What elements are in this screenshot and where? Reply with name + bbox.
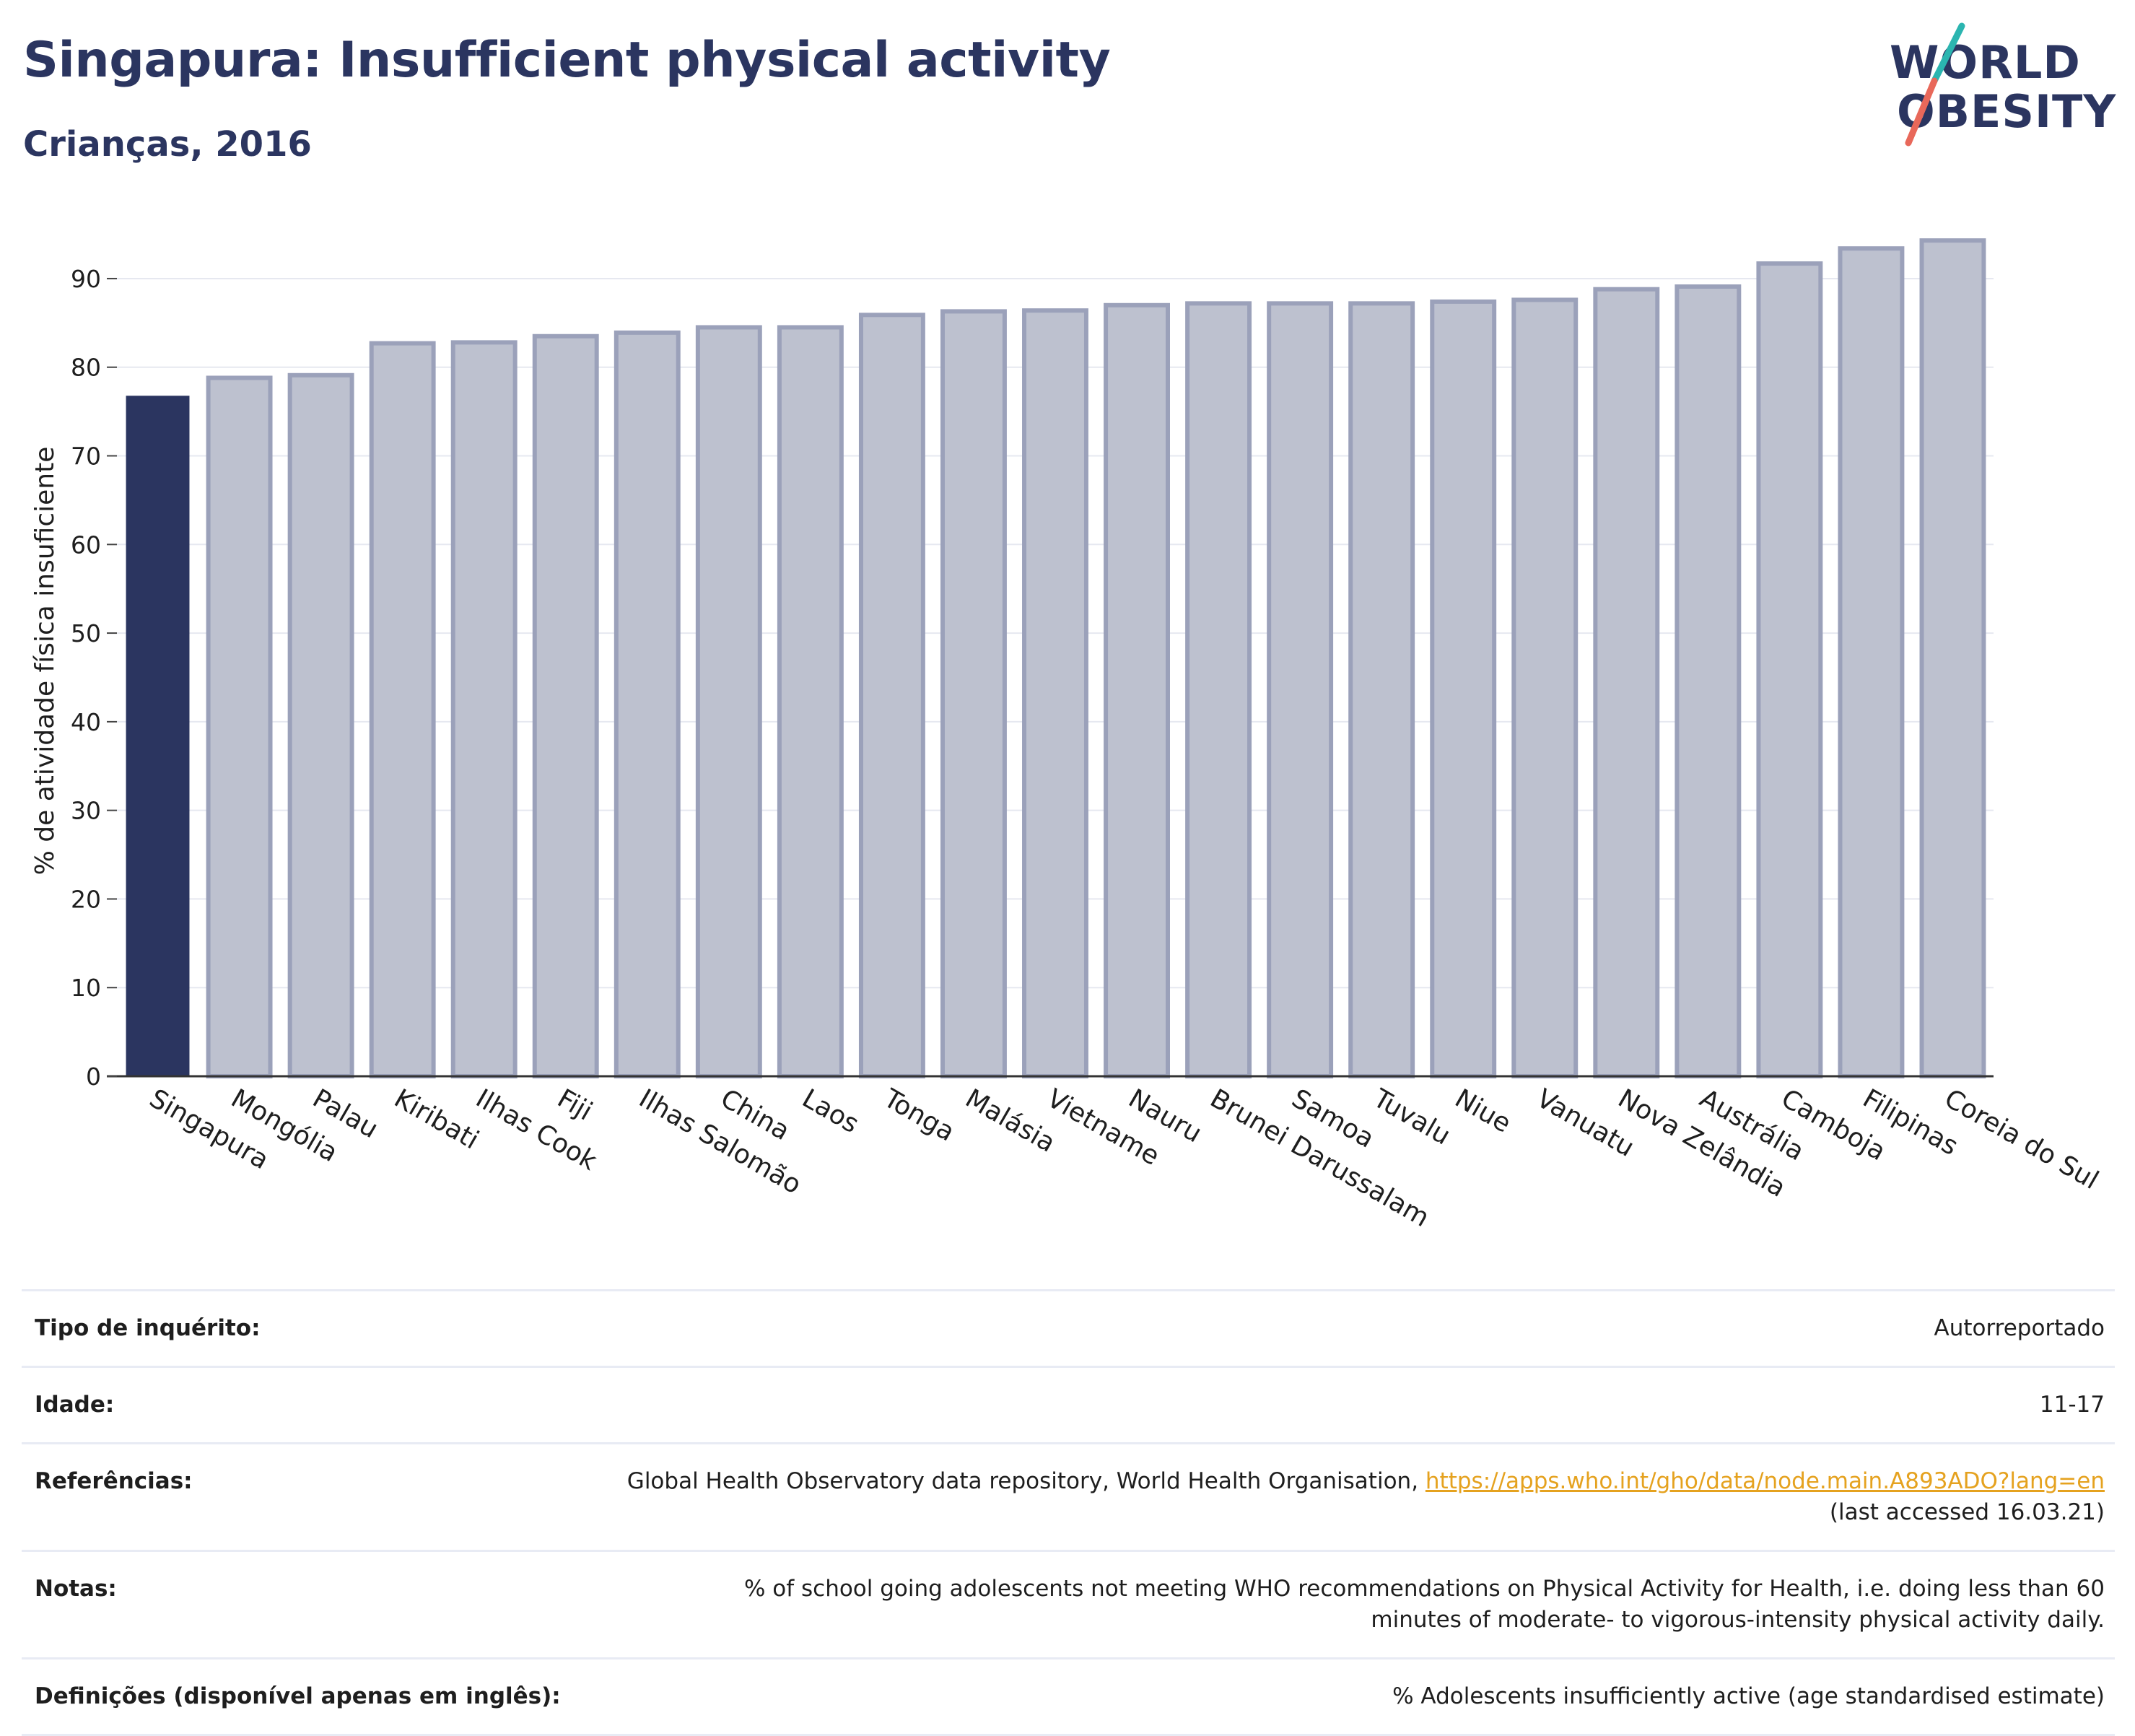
meta-row-age: Idade: 11-17 — [22, 1366, 2115, 1442]
logo-line-1: WORLD — [1890, 36, 2081, 89]
bar[interactable] — [858, 313, 925, 1079]
meta-value: 11-17 — [2039, 1392, 2105, 1418]
bar[interactable] — [1430, 299, 1497, 1078]
logo-slash-icon — [1905, 22, 1965, 147]
y-tick-label: 80 — [71, 354, 101, 382]
y-tick-label: 60 — [71, 531, 101, 559]
meta-row-references: Referências: Global Health Observatory d… — [22, 1442, 2115, 1550]
bar[interactable] — [206, 375, 273, 1078]
meta-label: Referências: — [35, 1468, 193, 1494]
meta-label: Definições (disponível apenas em inglês)… — [35, 1683, 561, 1709]
bar[interactable] — [287, 372, 354, 1078]
meta-row-notes: Notas: % of school going adolescents not… — [22, 1550, 2115, 1657]
y-tick-label: 90 — [71, 265, 101, 293]
metadata-table: Tipo de inquérito: Autorreportado Idade:… — [22, 1289, 2115, 1736]
meta-row-survey-type: Tipo de inquérito: Autorreportado — [22, 1289, 2115, 1366]
chart-subtitle: Crianças, 2016 — [23, 124, 312, 165]
meta-value: Autorreportado — [1934, 1315, 2105, 1341]
bar[interactable] — [1675, 284, 1742, 1078]
y-axis-ticks: 0 10 20 30 40 50 60 70 80 90 — [71, 265, 117, 1091]
y-tick-label: 70 — [71, 442, 101, 471]
bars — [126, 238, 1986, 1079]
bar[interactable] — [777, 325, 844, 1078]
y-tick-label: 40 — [71, 708, 101, 736]
bar[interactable] — [1511, 297, 1579, 1078]
chart-title: Singapura: Insufficient physical activit… — [23, 32, 1111, 89]
bar[interactable] — [1022, 308, 1088, 1078]
bar[interactable] — [1185, 301, 1252, 1078]
reference-accessed: (last accessed 16.03.21) — [1829, 1499, 2105, 1525]
bar-chart: 0 10 20 30 40 50 60 70 80 90 SingapuraMongóliaPal… — [30, 238, 2103, 1233]
meta-label: Tipo de inquérito: — [35, 1315, 261, 1341]
y-axis-label: % de atividade física insuficiente — [30, 447, 60, 876]
bar[interactable] — [1348, 301, 1415, 1078]
x-tick-label: Tuvalu — [1368, 1083, 1455, 1151]
x-tick-label: Kiribati — [389, 1083, 484, 1155]
x-tick-label: Niue — [1450, 1083, 1516, 1138]
meta-label: Notas: — [35, 1576, 117, 1602]
x-tick-label: Fiji — [552, 1083, 597, 1127]
bar[interactable] — [1267, 301, 1334, 1078]
bar[interactable] — [695, 325, 762, 1078]
bar[interactable] — [1919, 238, 1986, 1079]
x-tick-label: Laos — [797, 1083, 863, 1139]
bar[interactable] — [614, 330, 681, 1078]
bar[interactable] — [1756, 261, 1823, 1078]
bar[interactable] — [1593, 287, 1660, 1078]
logo-line-2: OBESITY — [1897, 85, 2117, 138]
bar[interactable] — [450, 340, 518, 1078]
world-obesity-logo: WORLD OBESITY — [1877, 22, 2122, 152]
y-tick-label: 10 — [71, 974, 101, 1002]
y-tick-label: 0 — [86, 1063, 101, 1091]
y-tick-label: 30 — [71, 797, 101, 825]
meta-value: Global Health Observatory data repositor… — [222, 1466, 2105, 1528]
meta-row-definitions: Definições (disponível apenas em inglês)… — [22, 1657, 2115, 1736]
x-tick-label: Tonga — [878, 1083, 960, 1148]
bar[interactable] — [369, 341, 436, 1079]
meta-value: % of school going adolescents not meetin… — [743, 1576, 2105, 1633]
reference-link[interactable]: https://apps.who.int/gho/data/node.main.… — [1425, 1468, 2105, 1494]
bar[interactable] — [126, 396, 190, 1077]
y-tick-label: 20 — [71, 885, 101, 913]
bar[interactable] — [1104, 302, 1170, 1079]
y-tick-label: 50 — [71, 619, 101, 647]
x-tick-label: Malásia — [960, 1083, 1060, 1159]
meta-value: % Adolescents insufficiently active (age… — [1392, 1683, 2105, 1709]
bar[interactable] — [1838, 246, 1905, 1079]
bar[interactable] — [940, 309, 1007, 1079]
meta-label: Idade: — [35, 1392, 115, 1418]
x-tick-label: Coreia do Sul — [1939, 1083, 2103, 1195]
reference-text: Global Health Observatory data repositor… — [626, 1468, 1425, 1494]
bar[interactable] — [532, 333, 599, 1079]
